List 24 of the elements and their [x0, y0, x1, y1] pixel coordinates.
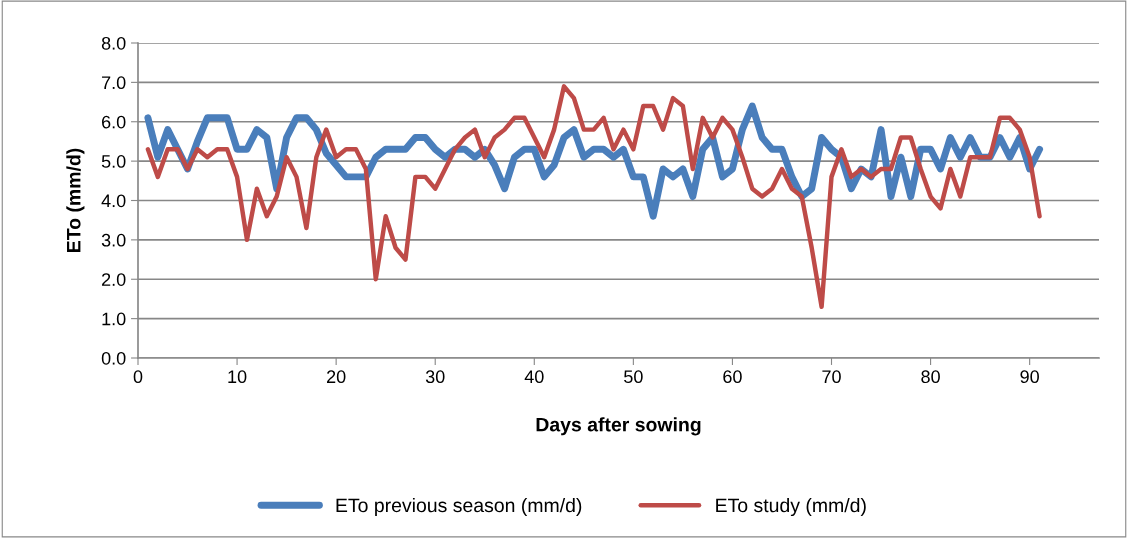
legend-label: ETo study (mm/d) [716, 497, 866, 517]
line-series [145, 84, 1042, 310]
y-tick-label: 5.0 [101, 155, 126, 168]
x-tick-label: 10 [228, 370, 247, 384]
y-tick-label: 7.0 [102, 76, 126, 90]
x-tick-label: 40 [524, 370, 544, 384]
x-tick-label: 50 [624, 370, 643, 384]
y-tick-label: 1.0 [102, 312, 126, 326]
y-tick-label: 2.0 [102, 273, 126, 286]
y-tick-label: 6.0 [102, 115, 126, 129]
x-tick-label: 70 [822, 370, 841, 384]
y-axis-title: ETo (mm/d) [66, 148, 85, 252]
x-axis-title: Days after sowing [536, 417, 701, 436]
y-tick-label: 3.0 [101, 233, 126, 247]
x-tick-label: 90 [1020, 370, 1039, 384]
y-tick-label: 4.0 [101, 194, 126, 208]
x-tick-label: 0 [133, 370, 143, 384]
y-tick-label: 8.0 [101, 36, 126, 50]
x-tick-label: 80 [921, 370, 940, 384]
x-tick-label: 20 [327, 370, 346, 384]
legend-label: ETo previous season (mm/d) [336, 497, 582, 517]
y-tick-label: 0.0 [101, 351, 126, 365]
x-tick-label: 60 [723, 370, 742, 384]
x-tick-label: 30 [425, 370, 445, 384]
